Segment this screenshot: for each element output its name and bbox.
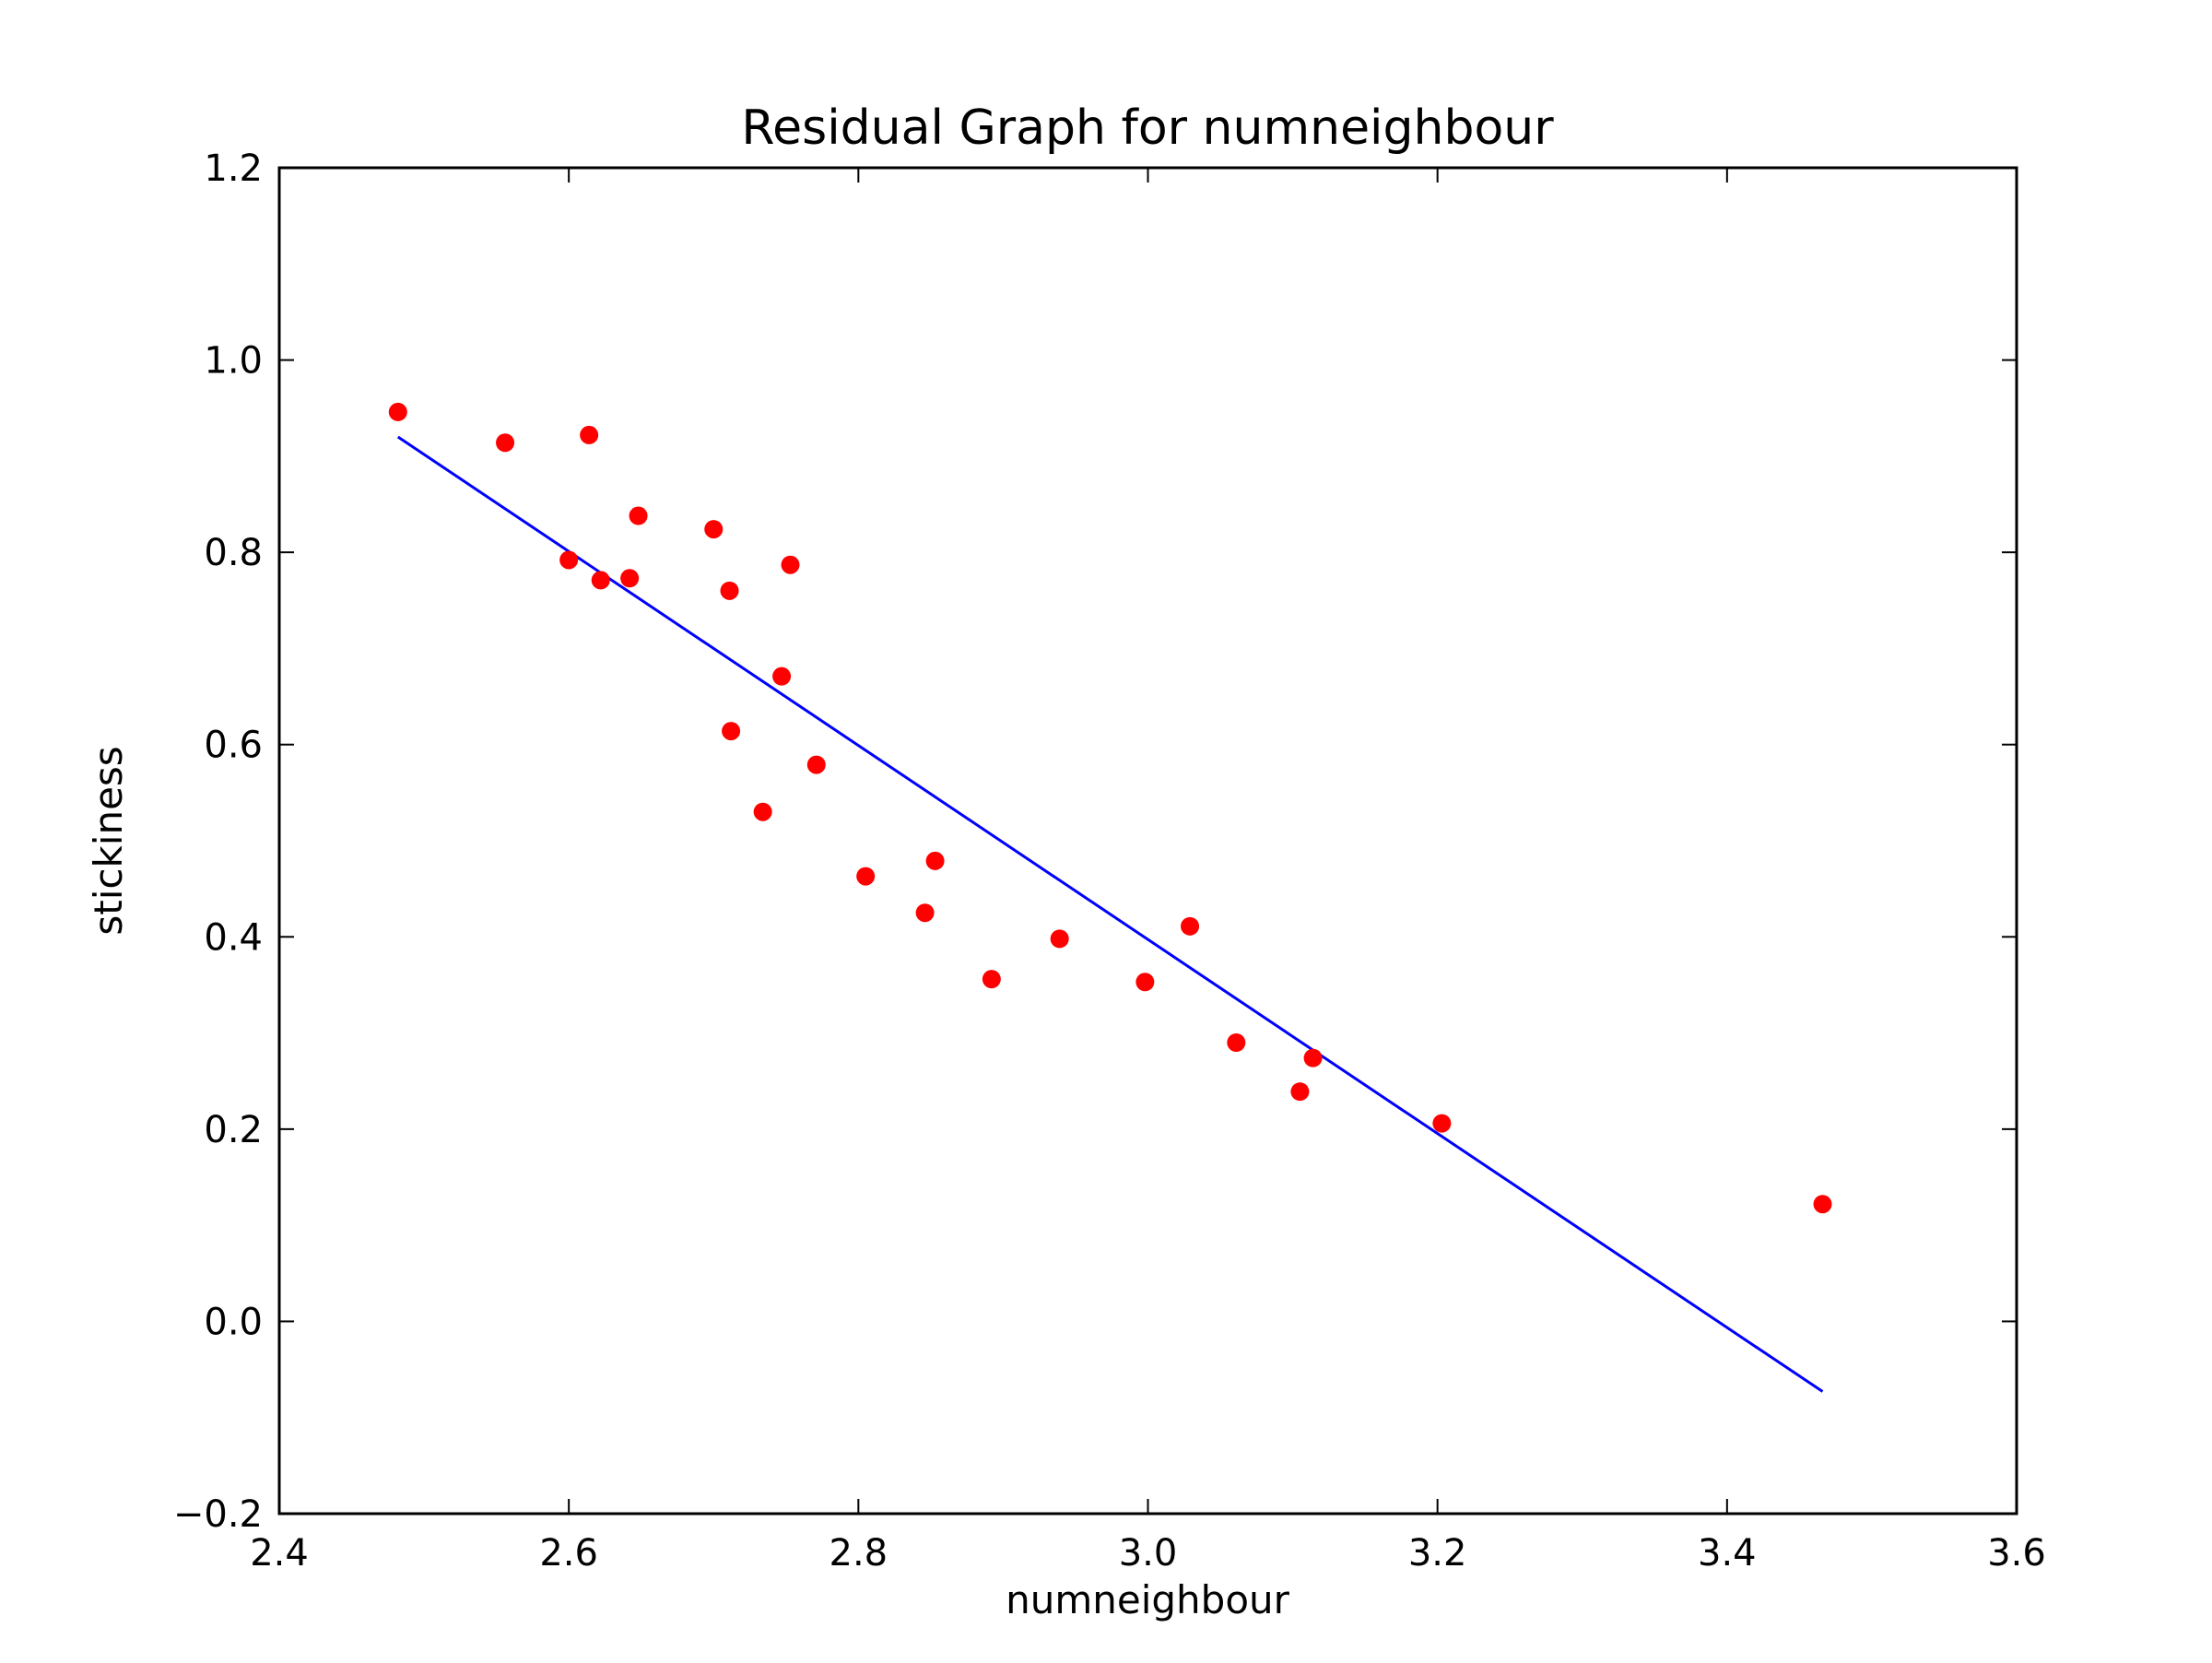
y-tick-label: 0.6 (204, 725, 263, 767)
y-tick-label: 0.8 (204, 532, 263, 574)
scatter-point (1181, 916, 1200, 936)
scatter-point (720, 581, 739, 600)
scatter-point (925, 851, 945, 870)
scatter-point (806, 755, 826, 774)
scatter-point (591, 571, 610, 590)
x-tick-label: 3.2 (1408, 1532, 1467, 1575)
y-tick-label: 0.2 (204, 1109, 263, 1151)
scatter-point (982, 970, 1001, 989)
scatter-point (496, 433, 515, 453)
x-tick-label: 3.4 (1698, 1532, 1757, 1575)
scatter-point (781, 555, 800, 574)
y-axis-label: stickiness (86, 746, 131, 935)
y-axis: −0.2 0.0 0.2 0.4 0.6 0.8 1.0 1.2 (173, 147, 2017, 1536)
x-tick-label: 2.8 (830, 1532, 888, 1575)
scatter-point (915, 903, 935, 923)
scatter-point (856, 867, 876, 886)
scatter-point (580, 425, 599, 444)
x-tick-label: 3.6 (1987, 1532, 2046, 1575)
y-tick-label: 0.0 (204, 1301, 263, 1343)
scatter-point (1303, 1048, 1323, 1067)
scatter-point (620, 569, 640, 588)
plot-area-frame (277, 166, 2018, 1516)
scatter-point (772, 666, 792, 686)
scatter-point (1227, 1033, 1246, 1052)
scatter-point (704, 520, 724, 539)
y-tick-label: 1.0 (204, 340, 263, 383)
scatter-point (722, 722, 741, 741)
regression-line (396, 435, 1824, 1393)
scatter-point (559, 550, 579, 570)
scatter-point (1135, 973, 1155, 992)
x-tick-label: 3.0 (1119, 1532, 1178, 1575)
y-tick-label: 1.2 (204, 147, 263, 190)
data-points (388, 402, 1832, 1214)
chart-title: Residual Graph for numneighbour (741, 100, 1554, 156)
scatter-point (388, 402, 407, 421)
scatter-point (753, 802, 772, 821)
scatter-point (1813, 1195, 1832, 1214)
x-axis: 2.4 2.6 2.8 3.0 3.2 3.4 3.6 (250, 168, 2046, 1575)
x-tick-label: 2.6 (539, 1532, 598, 1575)
x-axis-label: numneighbour (1006, 1577, 1290, 1622)
scatter-point (629, 506, 648, 525)
scatter-point (1050, 929, 1069, 949)
scatter-point (1290, 1082, 1310, 1102)
y-tick-label: −0.2 (173, 1493, 263, 1536)
y-tick-label: 0.4 (204, 916, 263, 959)
x-tick-label: 2.4 (250, 1532, 309, 1575)
scatter-point (1432, 1114, 1452, 1133)
